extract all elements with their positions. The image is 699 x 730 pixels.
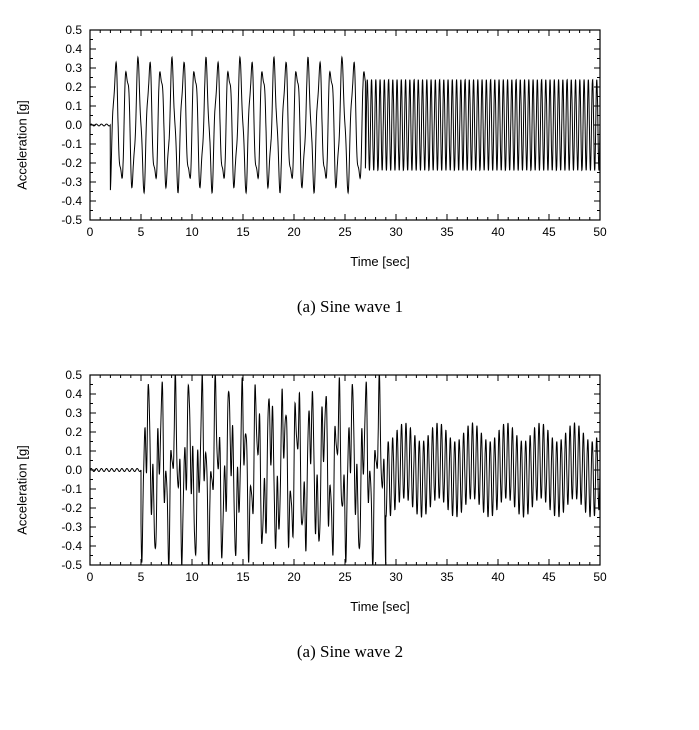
svg-text:0.3: 0.3 xyxy=(65,61,82,75)
chart-caption: (a) Sine wave 1 xyxy=(20,297,680,317)
svg-text:5: 5 xyxy=(138,225,145,239)
svg-text:-0.1: -0.1 xyxy=(61,137,82,151)
svg-text:-0.4: -0.4 xyxy=(61,194,82,208)
svg-text:10: 10 xyxy=(185,225,199,239)
svg-text:15: 15 xyxy=(236,225,250,239)
x-axis-label: Time [sec] xyxy=(20,254,680,269)
svg-text:0.1: 0.1 xyxy=(65,99,82,113)
svg-text:0.5: 0.5 xyxy=(65,368,82,382)
svg-text:0.1: 0.1 xyxy=(65,444,82,458)
figure-container: Acceleration [g] 05101520253035404550-0.… xyxy=(20,20,680,662)
svg-text:0.3: 0.3 xyxy=(65,406,82,420)
svg-text:25: 25 xyxy=(338,225,352,239)
svg-text:0: 0 xyxy=(87,570,94,584)
svg-text:20: 20 xyxy=(287,570,301,584)
svg-text:15: 15 xyxy=(236,570,250,584)
svg-text:-0.2: -0.2 xyxy=(61,156,82,170)
svg-text:-0.2: -0.2 xyxy=(61,501,82,515)
svg-text:30: 30 xyxy=(389,225,403,239)
svg-text:-0.5: -0.5 xyxy=(61,213,82,227)
chart-wave1: Acceleration [g] 05101520253035404550-0.… xyxy=(20,20,680,269)
svg-text:45: 45 xyxy=(542,225,556,239)
svg-text:35: 35 xyxy=(440,570,454,584)
svg-text:-0.3: -0.3 xyxy=(61,520,82,534)
svg-text:50: 50 xyxy=(593,225,607,239)
svg-text:30: 30 xyxy=(389,570,403,584)
svg-text:40: 40 xyxy=(491,570,505,584)
svg-text:0: 0 xyxy=(87,225,94,239)
svg-text:0.4: 0.4 xyxy=(65,387,82,401)
chart-svg: 0 5 10 15 20 25 30 35 40 45 50 -0.5 -0.4 -0.3 -0.2 -0.1… xyxy=(20,20,620,250)
svg-text:40: 40 xyxy=(491,225,505,239)
svg-text:0.5: 0.5 xyxy=(65,23,82,37)
chart-svg: 0 5 10 15 20 25 30 35 40 45 50 -0.5 -0.4 -0.3 -0.2 -0.1… xyxy=(20,365,620,595)
svg-text:-0.5: -0.5 xyxy=(61,558,82,572)
svg-text:-0.3: -0.3 xyxy=(61,175,82,189)
svg-text:35: 35 xyxy=(440,225,454,239)
svg-text:0.2: 0.2 xyxy=(65,425,82,439)
svg-text:-0.4: -0.4 xyxy=(61,539,82,553)
chart-caption: (a) Sine wave 2 xyxy=(20,642,680,662)
svg-text:45: 45 xyxy=(542,570,556,584)
svg-text:0.0: 0.0 xyxy=(65,118,82,132)
svg-text:10: 10 xyxy=(185,570,199,584)
svg-text:50: 50 xyxy=(593,570,607,584)
chart-wave2: Acceleration [g] 05101520253035404550-0.… xyxy=(20,365,680,614)
svg-text:0.4: 0.4 xyxy=(65,42,82,56)
svg-text:0.0: 0.0 xyxy=(65,463,82,477)
svg-text:20: 20 xyxy=(287,225,301,239)
svg-text:25: 25 xyxy=(338,570,352,584)
y-axis-label: Acceleration [g] xyxy=(15,445,30,535)
svg-text:0.2: 0.2 xyxy=(65,80,82,94)
svg-text:5: 5 xyxy=(138,570,145,584)
y-axis-label: Acceleration [g] xyxy=(15,100,30,190)
svg-text:-0.1: -0.1 xyxy=(61,482,82,496)
x-axis-label: Time [sec] xyxy=(20,599,680,614)
